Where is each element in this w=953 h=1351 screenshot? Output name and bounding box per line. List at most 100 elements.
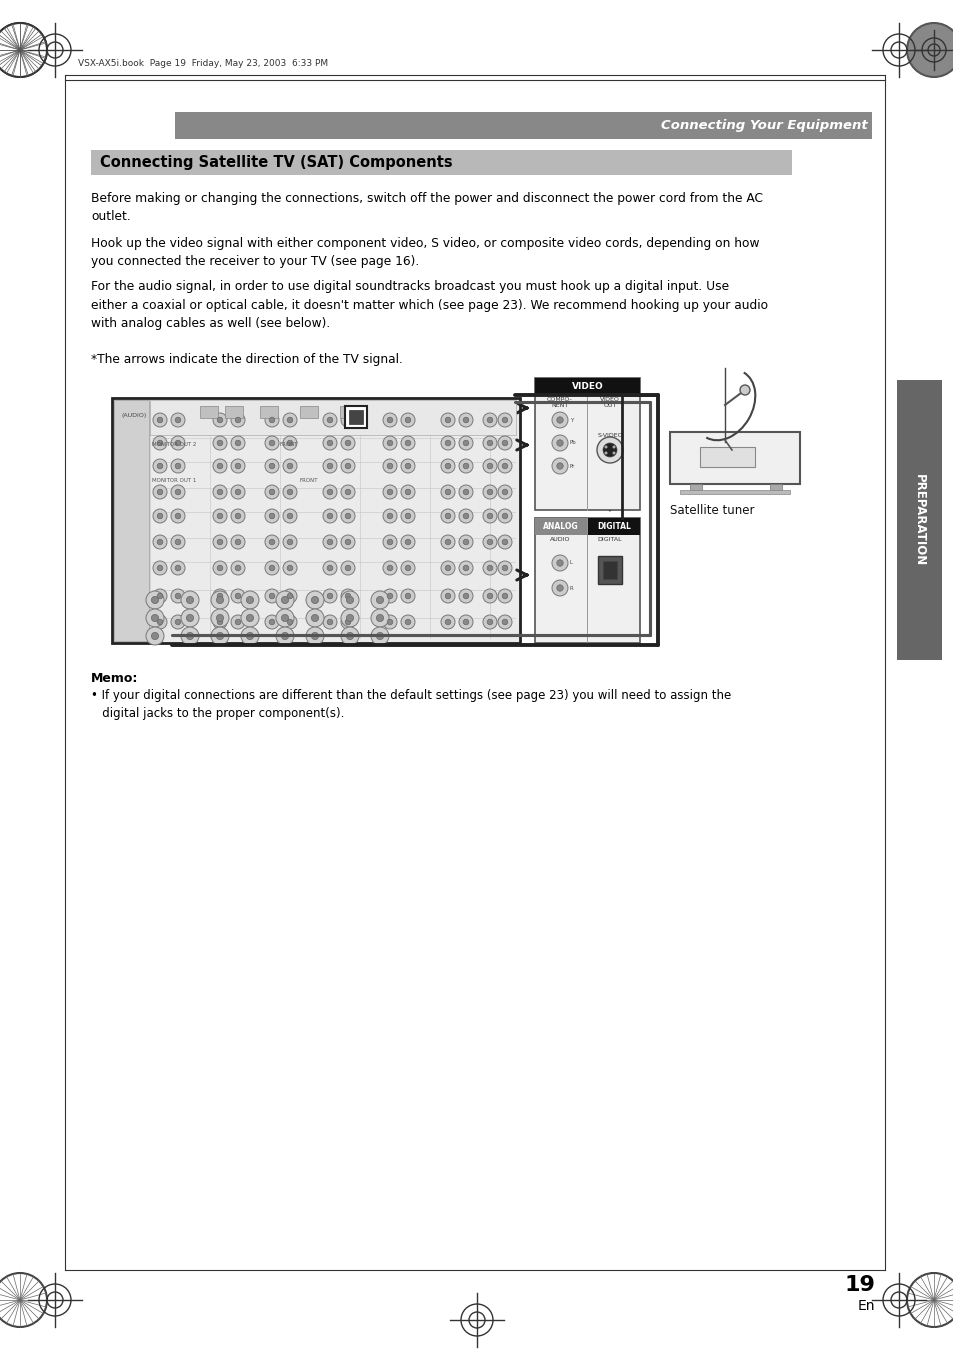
- Text: MONITOR OUT 1: MONITOR OUT 1: [152, 478, 196, 484]
- Circle shape: [604, 446, 607, 449]
- Text: (AUDIO): (AUDIO): [122, 413, 147, 417]
- Text: Satellite tuner: Satellite tuner: [669, 504, 754, 517]
- Circle shape: [235, 593, 240, 598]
- Circle shape: [497, 589, 512, 603]
- Circle shape: [217, 619, 223, 624]
- Bar: [769, 484, 781, 490]
- Circle shape: [241, 609, 258, 627]
- Circle shape: [445, 463, 451, 469]
- Circle shape: [216, 632, 223, 639]
- Text: DIGITAL: DIGITAL: [597, 521, 630, 531]
- Circle shape: [604, 451, 607, 454]
- Circle shape: [211, 627, 229, 644]
- Circle shape: [445, 489, 451, 494]
- Circle shape: [487, 489, 493, 494]
- Circle shape: [906, 23, 953, 77]
- Circle shape: [387, 539, 393, 544]
- Circle shape: [400, 413, 415, 427]
- Circle shape: [327, 489, 333, 494]
- Circle shape: [217, 463, 223, 469]
- Circle shape: [487, 513, 493, 519]
- Circle shape: [497, 485, 512, 499]
- Circle shape: [287, 463, 293, 469]
- Bar: [700, 447, 754, 467]
- Text: *The arrows indicate the direction of the TV signal.: *The arrows indicate the direction of th…: [91, 353, 402, 366]
- Circle shape: [382, 436, 396, 450]
- Circle shape: [463, 539, 468, 544]
- Circle shape: [400, 589, 415, 603]
- Circle shape: [287, 619, 293, 624]
- Text: VIDEO
OUT: VIDEO OUT: [599, 397, 619, 408]
- Circle shape: [287, 440, 293, 446]
- Circle shape: [323, 413, 336, 427]
- Circle shape: [346, 632, 354, 639]
- Circle shape: [231, 459, 245, 473]
- Circle shape: [265, 436, 278, 450]
- Circle shape: [323, 561, 336, 576]
- Bar: [200, 407, 218, 417]
- Circle shape: [213, 561, 227, 576]
- Circle shape: [146, 609, 164, 627]
- Circle shape: [213, 615, 227, 630]
- Circle shape: [552, 580, 567, 596]
- Circle shape: [146, 627, 164, 644]
- Circle shape: [186, 632, 193, 639]
- Text: FRONT: FRONT: [280, 442, 298, 447]
- Circle shape: [269, 539, 274, 544]
- Circle shape: [440, 509, 455, 523]
- Circle shape: [405, 489, 411, 494]
- Circle shape: [283, 413, 296, 427]
- Circle shape: [246, 615, 253, 621]
- Circle shape: [400, 615, 415, 630]
- Circle shape: [345, 489, 351, 494]
- Circle shape: [311, 615, 318, 621]
- Circle shape: [382, 485, 396, 499]
- Text: Pb: Pb: [569, 440, 577, 446]
- Circle shape: [235, 463, 240, 469]
- Circle shape: [323, 436, 336, 450]
- Circle shape: [323, 485, 336, 499]
- Circle shape: [463, 440, 468, 446]
- Circle shape: [311, 632, 318, 639]
- Circle shape: [458, 413, 473, 427]
- Circle shape: [152, 509, 167, 523]
- Circle shape: [405, 513, 411, 519]
- Circle shape: [400, 459, 415, 473]
- Circle shape: [497, 535, 512, 549]
- Circle shape: [376, 615, 383, 621]
- Circle shape: [146, 590, 164, 609]
- Circle shape: [487, 593, 493, 598]
- Circle shape: [152, 561, 167, 576]
- Circle shape: [231, 485, 245, 499]
- Circle shape: [340, 615, 355, 630]
- Circle shape: [405, 417, 411, 423]
- Circle shape: [175, 417, 181, 423]
- Circle shape: [345, 593, 351, 598]
- Circle shape: [287, 417, 293, 423]
- Circle shape: [213, 535, 227, 549]
- Circle shape: [265, 485, 278, 499]
- Circle shape: [445, 593, 451, 598]
- Circle shape: [152, 632, 158, 639]
- Circle shape: [458, 535, 473, 549]
- Circle shape: [487, 539, 493, 544]
- Circle shape: [217, 489, 223, 494]
- Circle shape: [371, 590, 389, 609]
- Text: FRONT: FRONT: [299, 478, 318, 484]
- Circle shape: [327, 463, 333, 469]
- Circle shape: [211, 609, 229, 627]
- Circle shape: [382, 615, 396, 630]
- FancyBboxPatch shape: [669, 432, 800, 484]
- Circle shape: [482, 413, 497, 427]
- Circle shape: [440, 413, 455, 427]
- Circle shape: [340, 509, 355, 523]
- Text: Y: Y: [569, 417, 573, 423]
- Circle shape: [552, 435, 567, 451]
- Circle shape: [340, 535, 355, 549]
- Circle shape: [181, 590, 199, 609]
- Circle shape: [501, 619, 507, 624]
- Text: Pr: Pr: [569, 463, 575, 469]
- Circle shape: [213, 589, 227, 603]
- Circle shape: [213, 459, 227, 473]
- Circle shape: [501, 513, 507, 519]
